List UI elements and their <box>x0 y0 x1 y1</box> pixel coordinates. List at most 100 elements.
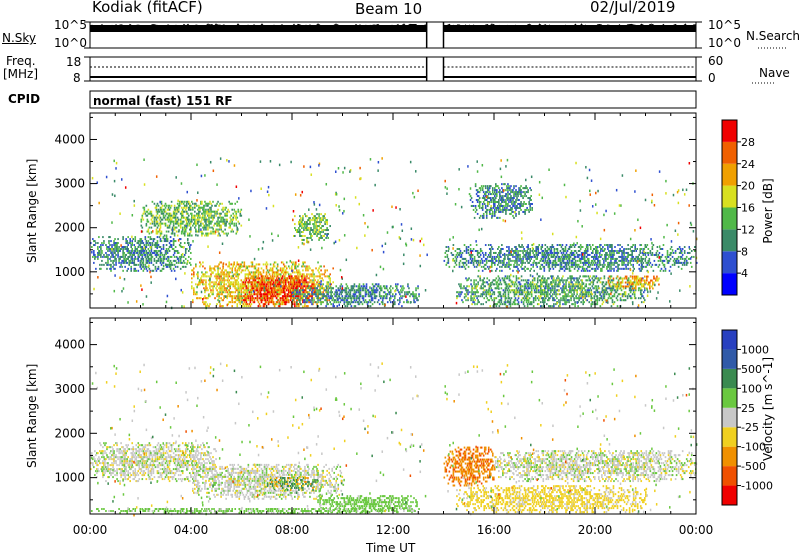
data-cell <box>222 265 224 267</box>
data-cell <box>488 299 490 301</box>
data-cell <box>415 293 417 295</box>
data-cell <box>135 264 137 266</box>
data-cell <box>297 291 299 293</box>
data-cell <box>261 273 263 275</box>
data-cell <box>311 239 313 241</box>
data-cell <box>540 258 542 260</box>
data-cell <box>293 261 295 263</box>
data-cell <box>234 267 236 269</box>
data-cell <box>491 281 493 283</box>
data-cell <box>322 291 324 293</box>
data-cell <box>541 252 543 254</box>
data-cell <box>671 246 673 248</box>
data-cell <box>195 225 197 227</box>
data-cell <box>295 297 297 299</box>
data-cell <box>160 217 162 219</box>
data-cell <box>507 256 509 258</box>
data-cell <box>327 281 329 283</box>
data-cell <box>445 256 447 258</box>
data-cell <box>250 299 252 301</box>
data-cell <box>482 260 484 262</box>
data-cell <box>344 301 346 303</box>
data-cell <box>504 256 506 258</box>
data-cell <box>144 244 146 246</box>
data-cell <box>274 287 276 289</box>
data-cell <box>178 252 180 254</box>
data-cell <box>647 264 649 266</box>
data-cell <box>274 289 276 291</box>
data-cell <box>600 264 602 266</box>
data-cell <box>508 262 510 264</box>
data-cell <box>185 229 187 231</box>
data-cell <box>326 301 328 303</box>
data-cell <box>234 203 236 205</box>
data-cell <box>225 273 227 275</box>
data-cell <box>330 297 332 299</box>
data-cell <box>255 265 257 267</box>
data-cell <box>387 289 389 291</box>
data-cell <box>309 267 311 269</box>
data-cell <box>173 223 175 225</box>
data-cell <box>317 233 319 235</box>
data-cell <box>384 291 386 293</box>
data-cell <box>157 242 159 244</box>
data-cell <box>299 285 301 287</box>
data-cell <box>662 262 664 264</box>
data-cell <box>530 268 532 270</box>
data-cell <box>237 281 239 283</box>
data-cell <box>191 213 193 215</box>
data-cell <box>625 248 627 250</box>
data-cell <box>262 279 264 281</box>
data-cell <box>213 217 215 219</box>
data-cell <box>262 275 264 277</box>
data-cell <box>293 297 295 299</box>
data-cell <box>283 267 285 269</box>
data-cell <box>355 305 357 307</box>
data-cell <box>317 295 319 297</box>
data-cell <box>401 297 403 299</box>
data-cell <box>318 215 320 217</box>
data-cell <box>313 299 315 301</box>
data-cell <box>190 244 192 246</box>
data-cell <box>332 303 334 305</box>
data-cell <box>482 291 484 293</box>
data-cell <box>202 265 204 267</box>
data-cell <box>392 293 394 295</box>
data-cell <box>238 273 240 275</box>
data-cell <box>221 289 223 291</box>
data-cell <box>509 258 511 260</box>
data-cell <box>465 262 467 264</box>
data-cell <box>194 217 196 219</box>
data-cell <box>657 250 659 252</box>
data-cell <box>223 233 225 235</box>
data-cell <box>630 264 632 266</box>
data-cell <box>213 225 215 227</box>
data-cell <box>173 248 175 250</box>
data-cell <box>258 275 260 277</box>
data-cell <box>189 262 191 264</box>
data-cell <box>216 213 218 215</box>
data-cell <box>205 301 207 303</box>
data-cell <box>601 268 603 270</box>
data-cell <box>565 246 567 248</box>
data-cell <box>477 283 479 285</box>
data-cell <box>302 269 304 271</box>
data-cell <box>151 262 153 264</box>
data-cell <box>234 273 236 275</box>
data-cell <box>142 215 144 217</box>
data-cell <box>146 268 148 270</box>
data-cell <box>220 277 222 279</box>
data-cell <box>225 233 227 235</box>
data-cell <box>351 297 353 299</box>
data-cell <box>368 293 370 295</box>
data-cell <box>632 264 634 266</box>
data-cell <box>589 270 591 272</box>
data-cell <box>674 264 676 266</box>
data-cell <box>275 279 277 281</box>
data-cell <box>657 246 659 248</box>
data-cell <box>506 262 508 264</box>
data-cell <box>640 270 642 272</box>
data-cell <box>195 265 197 267</box>
data-cell <box>230 281 232 283</box>
data-cell <box>561 266 563 268</box>
